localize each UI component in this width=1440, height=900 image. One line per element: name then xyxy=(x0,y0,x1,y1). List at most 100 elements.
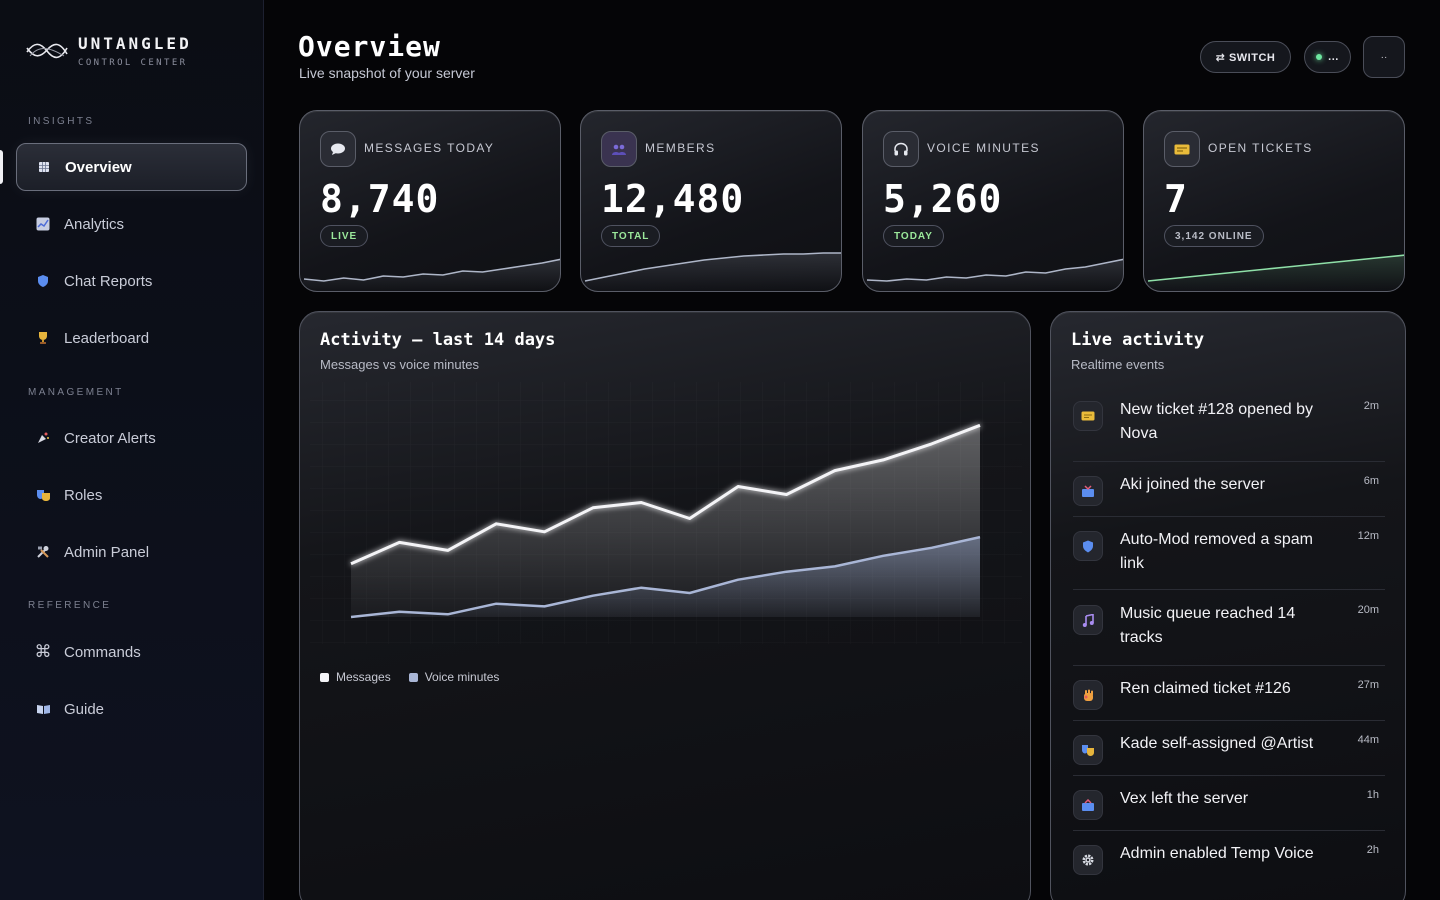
stat-card-voice-minutes[interactable]: VOICE MINUTES 5,260 TODAY xyxy=(862,110,1124,292)
sidebar-item-chat-reports[interactable]: Chat Reports xyxy=(16,257,247,305)
sidebar-item-label: Creator Alerts xyxy=(64,429,156,447)
status-badge: 3,142 ONLINE xyxy=(1164,225,1264,247)
stat-label: VOICE MINUTES xyxy=(927,141,1040,155)
activity-subtitle: Messages vs voice minutes xyxy=(320,357,479,372)
list-item[interactable]: New ticket #128 opened by Nova 2m xyxy=(1073,398,1385,462)
event-text: Music queue reached 14 tracks xyxy=(1120,605,1296,646)
legend-label: Voice minutes xyxy=(424,670,500,684)
sparkline xyxy=(581,252,841,291)
data-point xyxy=(495,603,497,605)
status-button[interactable]: ... xyxy=(1304,41,1351,73)
activity-chart xyxy=(310,382,1022,644)
list-item[interactable]: Auto-Mod removed a spam link 12m xyxy=(1073,528,1385,590)
sparkline xyxy=(1144,254,1404,291)
masks-icon xyxy=(34,486,52,504)
sparkline xyxy=(300,258,560,291)
series-line-voice-minutes xyxy=(350,535,981,619)
data-point xyxy=(882,459,884,461)
command-icon: ⌘ xyxy=(34,642,52,661)
sparkline-line xyxy=(866,258,1123,282)
event-text: Ren claimed ticket #126 xyxy=(1120,680,1291,697)
nav-section-reference: REFERENCE xyxy=(28,600,112,611)
event-time: 1h xyxy=(1366,789,1379,801)
brand[interactable]: UNTANGLED CONTROL CENTER xyxy=(26,34,192,68)
legend-item-voice-minutes[interactable]: Voice minutes xyxy=(408,670,500,684)
event-text: Vex left the server xyxy=(1120,790,1249,807)
book-icon xyxy=(34,700,52,718)
list-item[interactable]: Vex left the server 1h xyxy=(1073,787,1385,831)
sidebar-item-leaderboard[interactable]: Leaderboard xyxy=(16,314,247,362)
data-point xyxy=(834,469,836,471)
stat-card-open-tickets[interactable]: OPEN TICKETS 7 3,142 ONLINE xyxy=(1143,110,1405,292)
stat-card-members[interactable]: MEMBERS 12,480 TOTAL xyxy=(580,110,842,292)
stat-value: 8,740 xyxy=(320,177,440,221)
stat-label: MEMBERS xyxy=(645,141,716,155)
sparkline-area xyxy=(1144,255,1404,291)
sidebar-item-analytics[interactable]: Analytics xyxy=(16,200,247,248)
data-point xyxy=(398,541,400,543)
sidebar-item-commands[interactable]: ⌘ Commands xyxy=(16,628,247,676)
sidebar: UNTANGLED CONTROL CENTER INSIGHTS Overvi… xyxy=(0,0,264,900)
brand-name: UNTANGLED xyxy=(78,34,192,53)
sidebar-item-admin-panel[interactable]: Admin Panel xyxy=(16,528,247,576)
sparkline-area xyxy=(581,253,841,291)
sidebar-item-label: Admin Panel xyxy=(64,543,150,561)
data-point xyxy=(737,485,739,487)
event-time: 2m xyxy=(1363,400,1379,412)
data-point xyxy=(640,587,642,589)
list-item[interactable]: Kade self-assigned @Artist 44m xyxy=(1073,732,1385,776)
sidebar-item-label: Analytics xyxy=(64,215,125,233)
status-dot-icon xyxy=(1316,54,1323,60)
data-point xyxy=(543,605,545,607)
status-badge: LIVE xyxy=(320,225,369,247)
menu-button[interactable]: ·· xyxy=(1363,36,1405,78)
stat-card-messages[interactable]: MESSAGES TODAY 8,740 LIVE xyxy=(299,110,561,292)
sparkline-line xyxy=(1147,254,1404,282)
data-point xyxy=(930,443,932,445)
live-title: Live activity xyxy=(1071,330,1205,350)
data-point xyxy=(689,592,691,594)
list-item[interactable]: Ren claimed ticket #126 27m xyxy=(1073,677,1385,721)
sparkline-line xyxy=(584,252,841,282)
music-icon xyxy=(1073,605,1103,635)
sidebar-item-label: Chat Reports xyxy=(64,272,153,290)
legend-swatch xyxy=(320,672,329,682)
switch-button[interactable]: ⇄ SWITCH xyxy=(1200,41,1291,73)
event-text: New ticket #128 opened by Nova xyxy=(1120,401,1314,442)
data-point xyxy=(447,549,449,551)
brand-subtitle: CONTROL CENTER xyxy=(78,58,188,68)
data-point xyxy=(398,611,400,613)
gear-icon xyxy=(1073,845,1103,875)
sidebar-item-overview[interactable]: Overview xyxy=(16,143,247,191)
legend-item-messages[interactable]: Messages xyxy=(320,670,391,684)
data-point xyxy=(495,523,497,525)
alert-icon xyxy=(34,429,52,447)
chat-bubble-icon xyxy=(320,131,356,167)
event-time: 2h xyxy=(1366,844,1379,856)
data-point xyxy=(592,595,594,597)
sidebar-item-creator-alerts[interactable]: Creator Alerts xyxy=(16,414,247,462)
logo-icon xyxy=(26,43,68,59)
list-item[interactable]: Admin enabled Temp Voice 2h xyxy=(1073,842,1385,886)
chart-icon xyxy=(34,215,52,233)
sidebar-item-roles[interactable]: Roles xyxy=(16,471,247,519)
event-time: 44m xyxy=(1357,734,1379,746)
inbox-out-icon xyxy=(1073,790,1103,820)
sidebar-item-label: Commands xyxy=(64,643,141,661)
ticket-icon xyxy=(1164,131,1200,167)
data-point xyxy=(689,517,691,519)
live-subtitle: Realtime events xyxy=(1071,357,1165,372)
inbox-in-icon xyxy=(1073,476,1103,506)
tools-icon xyxy=(34,543,52,561)
stat-label: OPEN TICKETS xyxy=(1208,141,1313,155)
data-point xyxy=(785,493,787,495)
data-point xyxy=(592,507,594,509)
shield-icon xyxy=(34,272,52,290)
shield-icon xyxy=(1073,531,1103,561)
list-item[interactable]: Aki joined the server 6m xyxy=(1073,473,1385,517)
sidebar-item-guide[interactable]: Guide xyxy=(16,685,247,733)
status-badge: TODAY xyxy=(883,225,944,247)
sidebar-item-label: Overview xyxy=(65,158,132,176)
list-item[interactable]: Music queue reached 14 tracks 20m xyxy=(1073,602,1385,666)
data-point xyxy=(640,501,642,503)
